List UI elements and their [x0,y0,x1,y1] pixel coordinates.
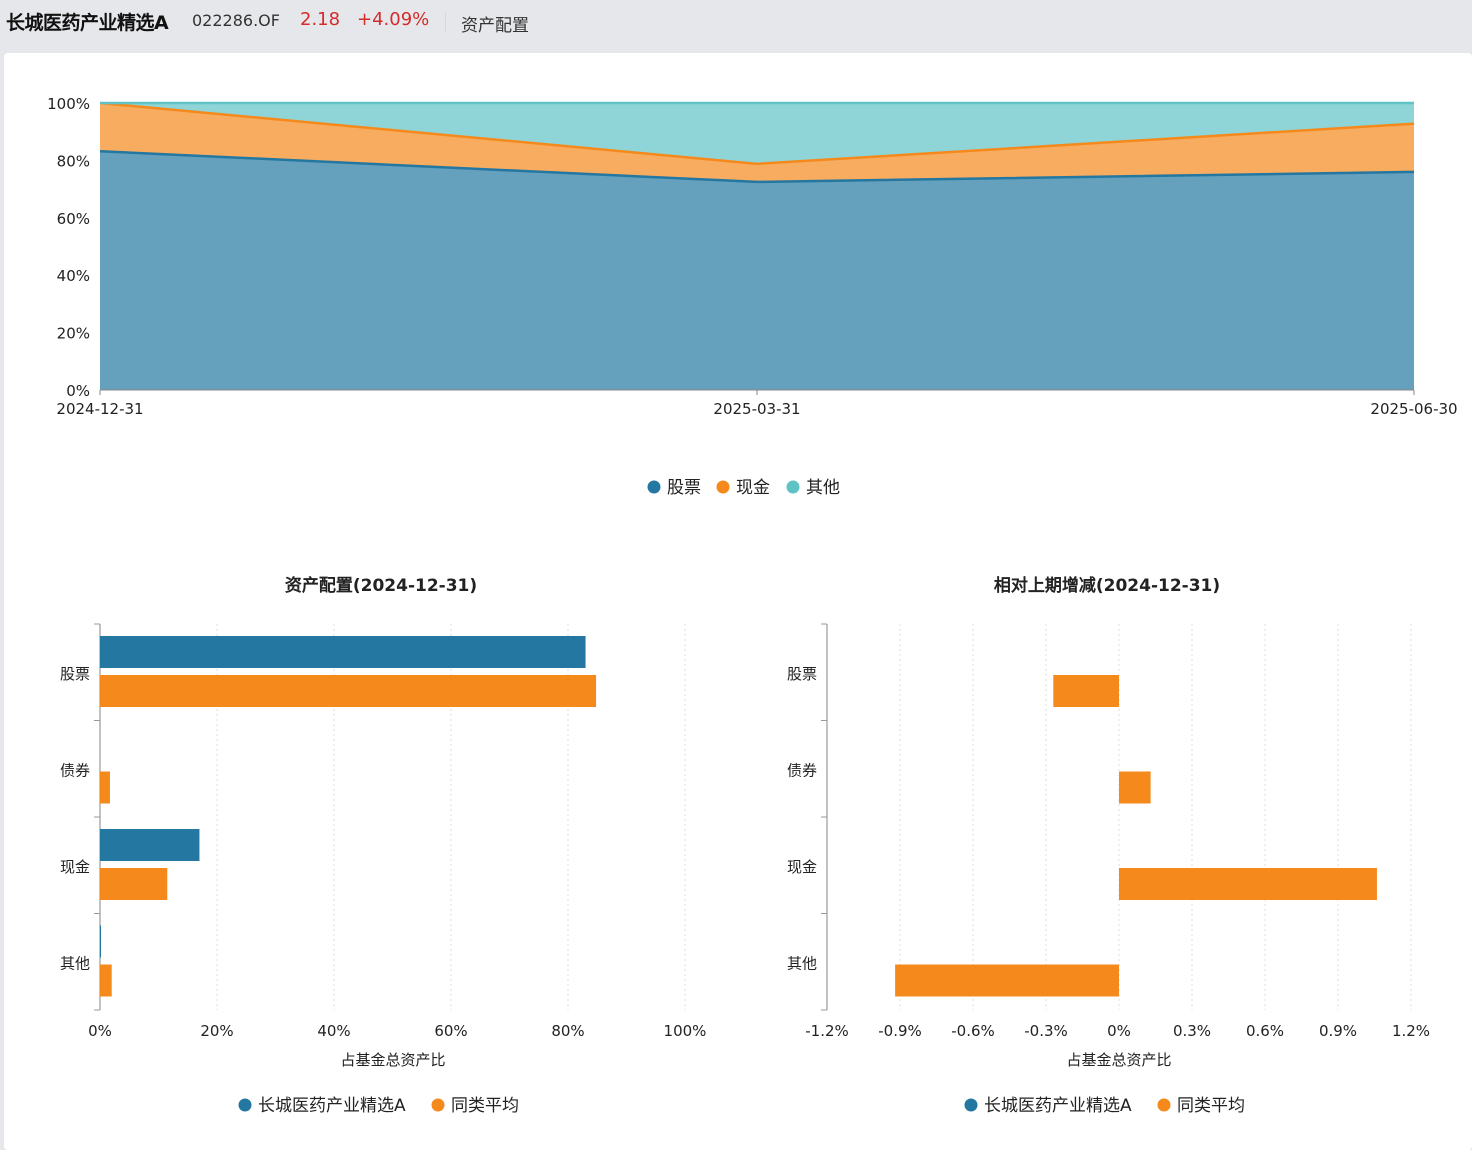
area-y-tick-label: 0% [66,382,90,400]
change-x-tick-label: 0.6% [1246,1022,1284,1040]
allocation-bar-chart: 资产配置(2024-12-31) 占基金总资产比 0% 20% 40% 60% 80% 1… [60,575,706,1116]
alloc-legend-label: 长城医药产业精选A [258,1096,406,1116]
alloc-legend-label: 同类平均 [451,1096,519,1116]
change-bar-2 [895,964,1119,997]
change-bar-2 [1119,868,1377,900]
area-legend-marker [647,480,661,494]
change-category-label: 现金 [787,858,817,876]
fund-change: +4.09% [357,9,430,30]
alloc-bar-2 [100,675,597,707]
alloc-legend-marker [431,1098,445,1112]
change-legend-marker [1157,1098,1171,1112]
area-legend-label: 现金 [736,478,770,498]
area-y-tick-label: 100% [47,95,90,113]
area-y-tick-label: 60% [57,210,90,228]
alloc-legend-marker [238,1098,252,1112]
change-x-tick-label: 0% [1107,1022,1131,1040]
area-series-2-fill [100,103,1414,182]
alloc-x-tick-label: 100% [664,1022,707,1040]
header-divider [445,12,446,32]
area-chart: 0% 20% 40% 60% 80% 100% 2024-12-31 2025-03-31 20… [47,95,1457,498]
area-legend-marker [786,480,800,494]
alloc-bar-2 [100,868,168,900]
alloc-bar-2 [100,771,110,804]
alloc-category-label: 股票 [60,665,90,683]
change-bar-chart: 相对上期增减(2024-12-31) 占基金总资产比 -1.2% -0.9% -0.… [787,575,1430,1116]
change-x-axis-label: 占基金总资产比 [1066,1051,1171,1069]
area-x-tick-label: 2025-03-31 [713,400,800,418]
alloc-bar-2 [100,964,112,997]
change-category-label: 其他 [787,955,817,973]
area-legend-marker [716,480,730,494]
change-category-label: 债券 [787,762,817,780]
change-x-tick-label: -0.6% [951,1022,995,1040]
area-legend-label: 股票 [667,478,701,498]
area-x-tick-label: 2025-06-30 [1370,400,1457,418]
area-legend-label: 其他 [806,478,840,498]
alloc-bar-1 [100,925,101,958]
alloc-x-tick-label: 80% [551,1022,584,1040]
fund-name: 长城医药产业精选A [6,12,169,34]
change-x-tick-label: -0.3% [1024,1022,1068,1040]
area-series-3-fill [100,103,1414,164]
fund-code: 022286.OF [192,11,280,30]
alloc-x-tick-label: 0% [88,1022,112,1040]
change-chart-title: 相对上期增减(2024-12-31) [994,575,1220,596]
alloc-category-label: 现金 [60,858,90,876]
alloc-x-tick-label: 60% [434,1022,467,1040]
allocation-x-axis-label: 占基金总资产比 [340,1051,445,1069]
change-x-tick-label: -0.9% [878,1022,922,1040]
fund-header: 长城医药产业精选A 022286.OF 2.18 +4.09% 资产配置 [0,0,1472,46]
change-x-tick-label: 0.9% [1319,1022,1357,1040]
alloc-category-label: 其他 [60,955,90,973]
area-y-tick-label: 40% [57,267,90,285]
allocation-chart-title: 资产配置(2024-12-31) [285,575,477,596]
change-legend-label: 长城医药产业精选A [984,1096,1132,1116]
change-legend-marker [964,1098,978,1112]
change-category-label: 股票 [787,665,817,683]
change-x-tick-label: 0.3% [1173,1022,1211,1040]
change-x-tick-label: -1.2% [805,1022,849,1040]
tab-asset-allocation[interactable]: 资产配置 [461,16,529,36]
area-series-1-fill [100,151,1414,390]
area-y-tick-label: 20% [57,325,90,343]
area-series-1-line [99,149,1415,184]
change-bar-2 [1053,675,1119,707]
change-x-tick-label: 1.2% [1392,1022,1430,1040]
alloc-category-label: 债券 [60,762,90,780]
alloc-bar-1 [100,636,586,668]
fund-nav: 2.18 [300,9,341,30]
alloc-x-tick-label: 20% [200,1022,233,1040]
area-y-tick-label: 80% [57,152,90,170]
alloc-x-tick-label: 40% [317,1022,350,1040]
area-series-2-line [99,101,1415,166]
alloc-bar-1 [100,829,200,861]
change-bar-2 [1119,771,1151,804]
change-legend-label: 同类平均 [1177,1096,1245,1116]
area-x-tick-label: 2024-12-31 [56,400,143,418]
